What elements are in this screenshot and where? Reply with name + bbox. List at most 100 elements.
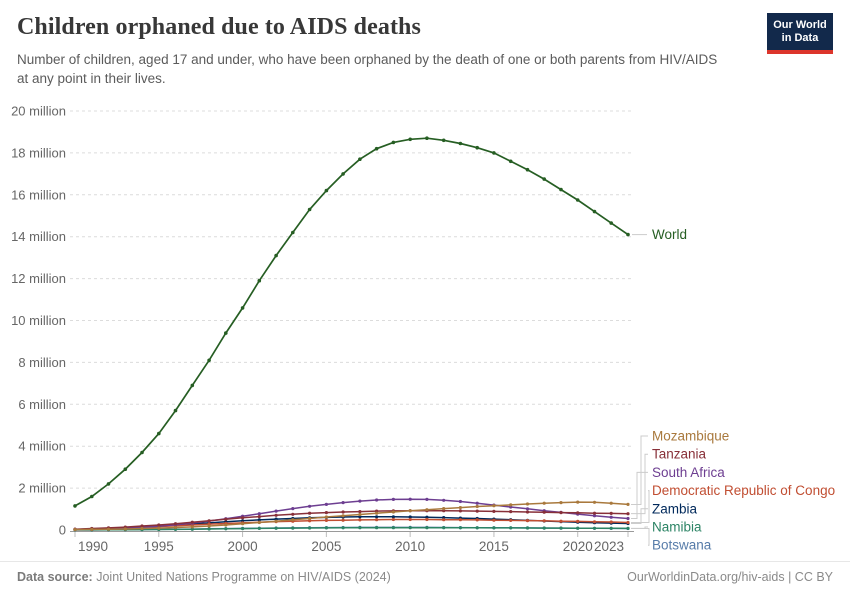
series-point-tanzania <box>157 523 161 527</box>
credit-link[interactable]: OurWorldinData.org/hiv-aids | CC BY <box>627 570 833 584</box>
chart-subtitle: Number of children, aged 17 and under, w… <box>17 52 718 86</box>
series-point-tanzania <box>341 510 345 514</box>
series-point-namibia <box>425 526 429 530</box>
series-point-south-africa <box>458 499 462 504</box>
series-point-south-africa <box>425 497 429 501</box>
series-point-namibia <box>609 526 613 530</box>
owid-logo-line1: Our World <box>773 18 827 31</box>
series-point-mozambique <box>257 520 261 525</box>
x-tick-label: 2010 <box>395 539 425 554</box>
series-point-world <box>626 232 630 237</box>
series-label-democratic-republic-of-congo[interactable]: Democratic Republic of Congo <box>652 483 835 498</box>
series-point-tanzania <box>358 510 362 514</box>
series-point-namibia <box>592 526 597 530</box>
series-point-namibia <box>442 526 446 530</box>
series-line-namibia[interactable] <box>75 526 629 531</box>
series-point-world <box>358 157 362 161</box>
series-point-namibia <box>509 526 513 530</box>
series-point-world <box>106 482 111 486</box>
series-point-namibia <box>559 526 563 530</box>
series-point-south-africa <box>341 501 345 505</box>
series-point-world <box>475 145 480 150</box>
series-point-mozambique <box>492 504 496 508</box>
y-tick-label: 2 million <box>18 481 66 496</box>
series-point-namibia <box>626 526 630 531</box>
x-tick-label: 2005 <box>311 539 341 554</box>
series-point-mozambique <box>475 504 479 509</box>
owid-logo[interactable]: Our World in Data <box>767 13 833 54</box>
series-point-tanzania <box>308 511 312 515</box>
x-tick-label: 2000 <box>228 539 258 554</box>
series-point-namibia <box>190 527 194 531</box>
series-point-mozambique <box>308 516 312 521</box>
series-point-democratic-republic-of-congo <box>341 518 345 522</box>
series-label-tanzania[interactable]: Tanzania <box>652 447 707 462</box>
series-line-south-africa[interactable] <box>74 498 629 531</box>
series-point-mozambique <box>425 508 429 512</box>
y-tick-label: 18 million <box>11 145 66 160</box>
x-tick-label: 2015 <box>479 539 509 554</box>
series-point-world <box>408 137 413 142</box>
series-line-tanzania[interactable] <box>74 509 629 530</box>
series-label-botswana[interactable]: Botswana <box>652 538 712 553</box>
series-point-namibia <box>291 526 295 530</box>
series-point-world <box>609 221 613 225</box>
series-point-democratic-republic-of-congo <box>509 518 513 523</box>
series-point-mozambique <box>106 527 111 531</box>
y-tick-label: 6 million <box>18 397 66 412</box>
series-point-tanzania <box>274 513 278 517</box>
series-point-namibia <box>341 526 345 530</box>
series-point-namibia <box>224 527 228 531</box>
y-tick-label: 4 million <box>18 439 66 454</box>
series-point-world <box>458 141 463 146</box>
x-tick-label: 1995 <box>144 539 174 554</box>
series-point-tanzania <box>224 517 228 521</box>
series-point-democratic-republic-of-congo <box>425 517 429 522</box>
series-point-world <box>257 278 262 283</box>
series-point-namibia <box>492 526 496 530</box>
series-point-democratic-republic-of-congo <box>408 517 412 522</box>
series-point-democratic-republic-of-congo <box>559 519 563 523</box>
series-point-world <box>575 198 580 202</box>
series-point-mozambique <box>358 512 362 517</box>
series-point-mozambique <box>207 524 211 528</box>
series-point-world <box>90 494 94 499</box>
series-line-mozambique[interactable] <box>74 501 629 531</box>
series-point-south-africa <box>525 507 530 511</box>
series-point-democratic-republic-of-congo <box>458 518 462 522</box>
series-point-namibia <box>241 527 245 531</box>
series-point-mozambique <box>241 522 245 526</box>
series-point-democratic-republic-of-congo <box>324 518 328 523</box>
series-point-democratic-republic-of-congo <box>592 520 597 524</box>
series-line-world[interactable] <box>74 137 629 507</box>
label-connector <box>631 435 648 505</box>
series-point-mozambique <box>291 518 295 522</box>
series-point-tanzania <box>609 511 613 515</box>
series-label-world[interactable]: World <box>652 227 687 242</box>
series-label-mozambique[interactable]: Mozambique <box>652 429 729 444</box>
series-label-namibia[interactable]: Namibia <box>652 520 702 535</box>
series-point-south-africa <box>358 499 362 503</box>
series-point-south-africa <box>442 498 446 502</box>
series-point-tanzania <box>626 512 630 516</box>
series-label-zambia[interactable]: Zambia <box>652 501 698 516</box>
series-point-tanzania <box>542 510 546 514</box>
series-point-namibia <box>576 526 580 530</box>
series-point-world <box>123 467 128 472</box>
series-point-tanzania <box>592 511 597 515</box>
series-point-tanzania <box>475 509 479 513</box>
series-point-mozambique <box>140 526 144 531</box>
series-point-zambia <box>358 515 362 519</box>
series-point-mozambique <box>559 501 563 505</box>
series-point-world <box>291 230 295 235</box>
series-label-south-africa[interactable]: South Africa <box>652 465 725 480</box>
series-point-zambia <box>391 515 395 519</box>
x-tick-label: 2020 <box>563 539 593 554</box>
label-connector <box>631 453 648 515</box>
series-point-tanzania <box>207 519 211 523</box>
series-point-world <box>73 504 77 508</box>
series-point-namibia <box>375 526 379 530</box>
data-source-note: Data source: Joint United Nations Progra… <box>17 570 391 584</box>
